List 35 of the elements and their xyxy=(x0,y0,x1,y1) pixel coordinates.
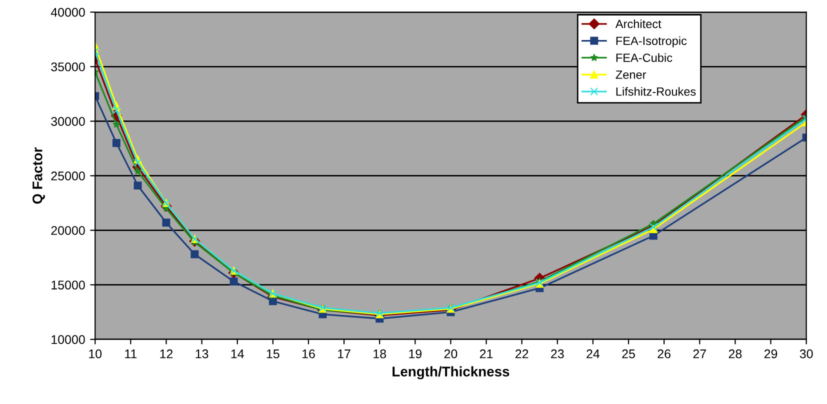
x-tick-label: 30 xyxy=(800,349,813,358)
legend-label: Lifshitz-Roukes xyxy=(616,87,696,96)
x-tick-label: 27 xyxy=(693,349,706,358)
legend-label: Zener xyxy=(616,70,646,79)
y-tick-label: 10000 xyxy=(52,335,85,344)
x-tick-label: 16 xyxy=(302,349,315,358)
y-tick-label: 40000 xyxy=(50,8,85,17)
y-tick-label: 20000 xyxy=(51,226,85,235)
x-axis-title: Length/Thickness xyxy=(392,366,510,380)
legend-label: Architect xyxy=(615,19,662,28)
x-tick-label: 20 xyxy=(444,349,458,358)
x-tick-label: 11 xyxy=(125,350,137,358)
x-tick-label: 12 xyxy=(160,349,173,358)
x-tick-label: 26 xyxy=(658,349,670,358)
y-tick-label: 35000 xyxy=(51,62,85,72)
y-tick-label: 30000 xyxy=(51,117,85,126)
legend-label: FEA-Cubic xyxy=(616,53,672,62)
x-tick-label: 24 xyxy=(586,349,600,358)
x-tick-label: 23 xyxy=(551,349,564,358)
legend-label: FEA-Isotropic xyxy=(616,36,687,48)
x-tick-label: 10 xyxy=(89,349,102,358)
y-axis-title: Q Factor xyxy=(32,147,45,204)
x-tick-label: 15 xyxy=(266,350,280,358)
x-tick-label: 19 xyxy=(409,349,422,358)
x-tick-label: 22 xyxy=(516,349,528,358)
x-tick-label: 28 xyxy=(728,349,742,358)
x-tick-label: 29 xyxy=(764,349,778,358)
x-tick-label: 25 xyxy=(622,349,635,358)
y-tick-label: 25000 xyxy=(51,172,85,180)
x-tick-label: 14 xyxy=(231,350,244,358)
x-tick-label: 18 xyxy=(374,349,386,358)
x-tick-label: 17 xyxy=(338,350,350,358)
y-tick-label: 15000 xyxy=(52,280,85,290)
x-tick-label: 21 xyxy=(480,349,493,358)
x-tick-label: 13 xyxy=(196,349,208,358)
